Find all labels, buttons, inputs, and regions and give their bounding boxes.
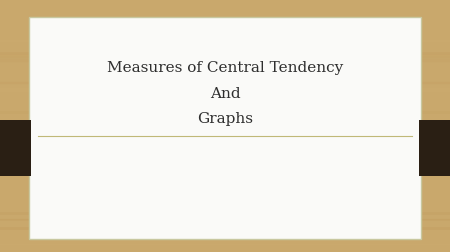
Bar bbox=[0, 121, 31, 176]
Bar bbox=[29, 18, 421, 239]
Text: And: And bbox=[210, 86, 240, 100]
Text: Measures of Central Tendency: Measures of Central Tendency bbox=[107, 61, 343, 75]
Text: Graphs: Graphs bbox=[197, 111, 253, 125]
Bar bbox=[419, 121, 450, 176]
